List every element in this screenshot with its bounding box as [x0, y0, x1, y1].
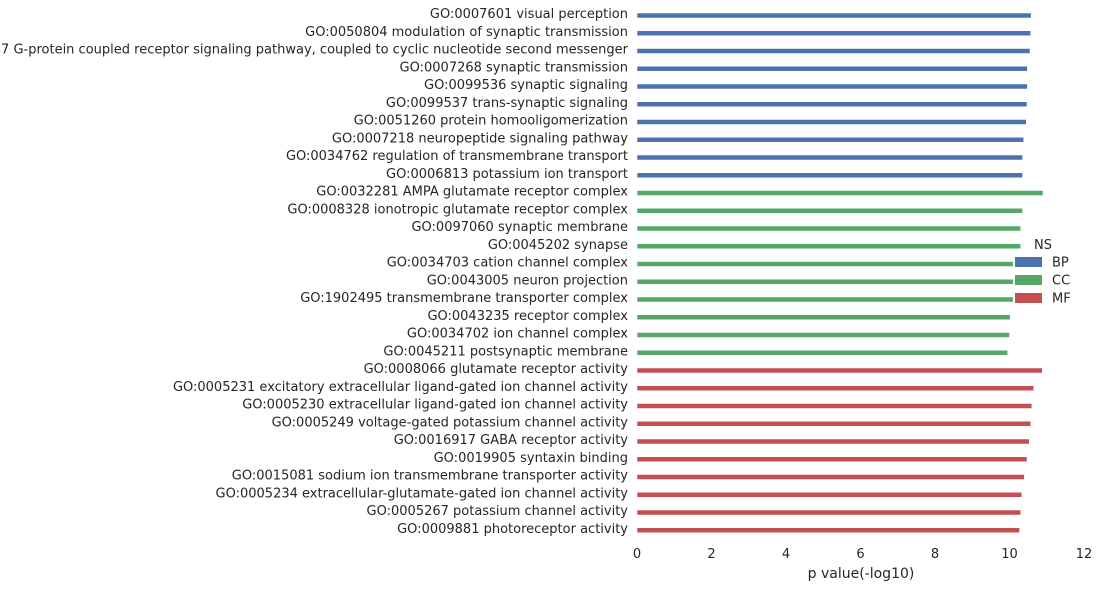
bar-cc [636, 350, 1008, 356]
x-tick-label: 12 [1076, 547, 1093, 562]
legend-label-bp: BP [1052, 256, 1069, 271]
y-tick-label: GO:0034702 ion channel complex [407, 327, 628, 342]
y-tick-label: GO:0009881 photoreceptor activity [397, 522, 628, 537]
y-tick-label: GO:0008328 ionotropic glutamate receptor… [287, 202, 628, 217]
y-tick-label: GO:0005234 extracellular-glutamate-gated… [216, 486, 629, 501]
bar-mf [636, 367, 1043, 374]
x-tick-label: 8 [931, 547, 939, 562]
bar-cc [636, 332, 1010, 338]
bar-cc [636, 261, 1014, 267]
bar-bp [636, 119, 1027, 125]
bar-bp [636, 30, 1031, 36]
bar-bp [636, 66, 1028, 72]
y-tick-label: GO:0043005 neuron projection [427, 273, 628, 288]
x-tick-label: 10 [1001, 547, 1018, 562]
bar-cc [636, 225, 1021, 232]
bar-mf [636, 492, 1023, 498]
y-tick-label: GO:1902495 transmembrane transporter com… [300, 291, 628, 306]
bar-mf [636, 385, 1034, 391]
bar-cc [636, 314, 1011, 320]
y-tick-label: GO:0032281 AMPA glutamate receptor compl… [316, 185, 628, 200]
x-tick-label: 4 [782, 547, 790, 562]
x-tick-label: 0 [633, 547, 641, 562]
bar-cc [636, 190, 1044, 196]
y-tick-label: GO:0016917 GABA receptor activity [394, 433, 629, 448]
y-tick-label: GO:0099536 synaptic signaling [424, 78, 628, 93]
bar-cc [636, 296, 1014, 303]
legend-title: NS [1034, 238, 1052, 253]
x-tick-label: 6 [856, 547, 864, 562]
bar-mf [636, 438, 1030, 445]
bar-bp [636, 83, 1028, 90]
y-tick-label: GO:0007218 neuropeptide signaling pathwa… [332, 131, 628, 146]
bar-bp [636, 101, 1028, 107]
y-tick-label: GO:0099537 trans-synaptic signaling [386, 96, 628, 111]
y-tick-label: GO:0005249 voltage-gated potassium chann… [272, 415, 629, 430]
x-tick-label: 2 [707, 547, 715, 562]
y-tick-label: GO:0005231 excitatory extracellular liga… [173, 380, 628, 395]
bar-bp [636, 48, 1031, 54]
bar-mf [636, 456, 1028, 462]
y-tick-label: GO:0007187 G-protein coupled receptor si… [0, 43, 629, 58]
legend-label-cc: CC [1052, 274, 1070, 289]
bar-cc [636, 279, 1014, 285]
y-tick-label: GO:0050804 modulation of synaptic transm… [305, 25, 628, 40]
y-tick-label: GO:0045211 postsynaptic membrane [383, 344, 628, 359]
y-tick-label: GO:0045202 synapse [488, 238, 628, 253]
bar-bp [636, 12, 1032, 19]
y-tick-label: GO:0097060 synaptic membrane [411, 220, 628, 235]
bar-bp [636, 154, 1023, 161]
y-tick-label: GO:0015081 sodium ion transmembrane tran… [232, 469, 628, 484]
legend-swatch-bp [1015, 257, 1042, 267]
bar-mf [636, 403, 1033, 409]
y-tick-label: GO:0007268 synaptic transmission [400, 60, 628, 75]
bar-bp [636, 172, 1023, 178]
legend-label-mf: MF [1052, 292, 1071, 307]
bar-mf [636, 474, 1025, 480]
bar-cc [636, 243, 1021, 249]
y-tick-label: GO:0005267 potassium channel activity [367, 504, 629, 519]
y-tick-label: GO:0034703 cation channel complex [387, 256, 629, 271]
bar-mf [636, 421, 1031, 427]
y-tick-label: GO:0034762 regulation of transmembrane t… [286, 149, 628, 164]
legend-swatch-mf [1015, 293, 1042, 303]
y-tick-label: GO:0006813 potassium ion transport [386, 167, 628, 182]
x-axis-label: p value(-log10) [808, 566, 915, 582]
y-tick-label: GO:0019905 syntaxin binding [434, 451, 628, 466]
bar-mf [636, 527, 1020, 533]
y-tick-label: GO:0008066 glutamate receptor activity [364, 362, 629, 377]
y-tick-label: GO:0043235 receptor complex [427, 309, 628, 324]
bar-bp [636, 137, 1024, 143]
bar-mf [636, 509, 1021, 516]
bar-cc [636, 208, 1023, 214]
y-tick-label: GO:0007601 visual perception [430, 7, 628, 22]
legend-swatch-cc [1015, 275, 1042, 285]
y-tick-label: GO:0005230 extracellular ligand-gated io… [242, 398, 628, 413]
y-tick-label: GO:0051260 protein homooligomerization [354, 114, 628, 129]
